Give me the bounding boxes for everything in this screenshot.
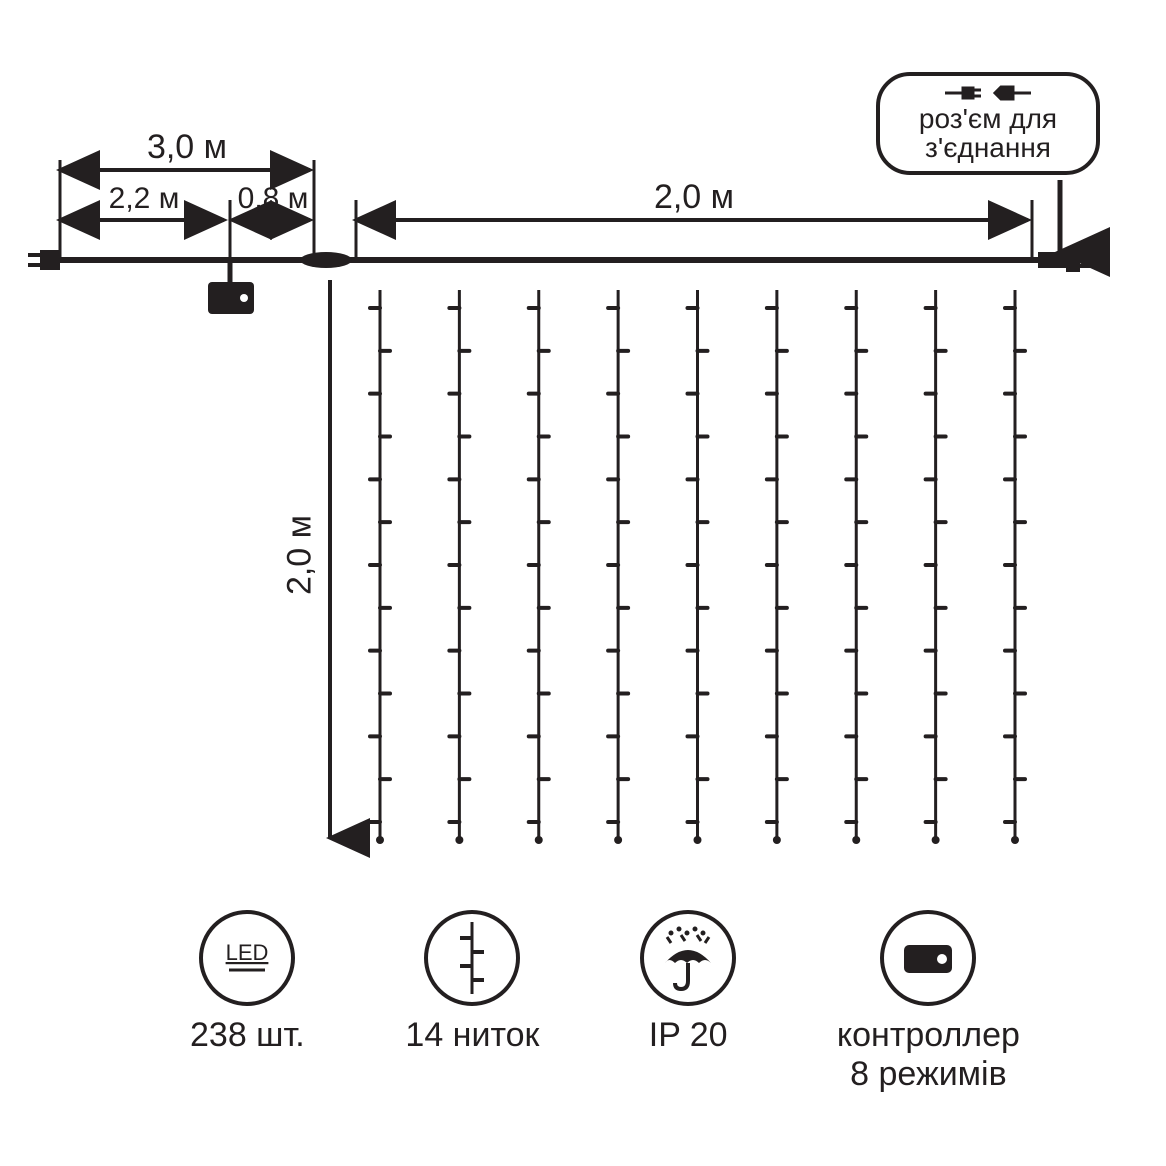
connector-text-1: роз'єм для: [919, 103, 1057, 134]
controller-on-cable-icon: [208, 260, 254, 314]
diagram-canvas: роз'єм для з'єднання: [0, 0, 1166, 1166]
strand-icon: [424, 910, 520, 1006]
dim-lead-a: 2,2 м: [109, 182, 180, 216]
controller-icon: [880, 910, 976, 1006]
inline-connector-icon: [300, 252, 352, 268]
dim-curtain-height: 2,0 м: [281, 515, 320, 595]
spec-controller-label: контроллер 8 режимів: [837, 1016, 1020, 1094]
curtain-strands: [370, 290, 1025, 844]
spec-ip: IP 20: [640, 910, 736, 1055]
spec-ip-label: IP 20: [649, 1016, 728, 1055]
dim-total-lead: 3,0 м: [147, 128, 227, 167]
power-plug-icon: [28, 250, 60, 270]
umbrella-icon: [640, 910, 736, 1006]
spec-controller: контроллер 8 режимів: [837, 910, 1020, 1094]
connector-text-2: з'єднання: [925, 132, 1051, 163]
plug-pair-icon: [943, 82, 1033, 104]
spec-row: LED 238 шт. 14 ниток: [190, 910, 1020, 1094]
dim-curtain-width: 2,0 м: [654, 178, 734, 217]
connector-callout: роз'єм для з'єднання: [876, 72, 1100, 175]
dim-lead-b: 0,8 м: [238, 182, 309, 216]
spec-strands: 14 ниток: [405, 910, 539, 1055]
spec-led: LED 238 шт.: [190, 910, 305, 1055]
end-connector-icon: [1038, 248, 1096, 272]
led-icon-text: LED: [226, 940, 269, 965]
led-icon: LED: [199, 910, 295, 1006]
spec-led-label: 238 шт.: [190, 1016, 305, 1055]
spec-strands-label: 14 ниток: [405, 1016, 539, 1055]
